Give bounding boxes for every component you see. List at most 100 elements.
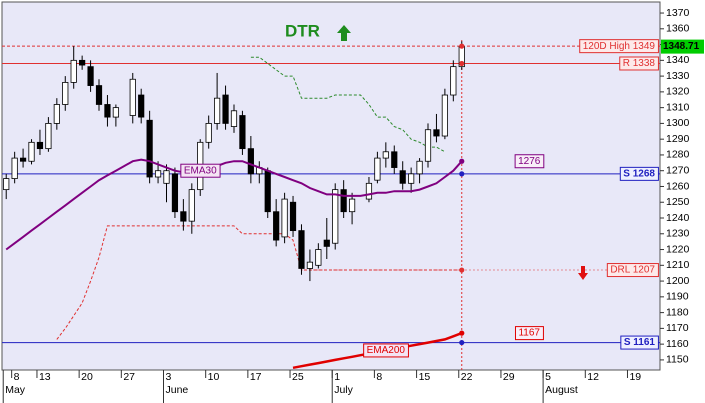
candle-body: [62, 82, 69, 105]
y-tick-label: 1310: [666, 101, 690, 113]
last-price-box: [661, 39, 704, 54]
x-tick-label: 5: [545, 371, 551, 383]
y-tick-label: 1180: [666, 306, 689, 318]
x-tick-label: 19: [629, 371, 641, 383]
candle-body: [399, 170, 406, 184]
candle-body: [348, 198, 356, 213]
y-tick-label: 1280: [666, 149, 690, 161]
y-tick-label: 1340: [666, 54, 690, 66]
y-tick-label: 1150: [666, 354, 689, 366]
candle-body: [45, 123, 52, 150]
chart-title: DTR: [285, 21, 320, 40]
y-tick-label: 1160: [666, 338, 689, 350]
y-tick-label: 1320: [666, 86, 690, 98]
candle-body: [230, 110, 238, 127]
candle-body: [87, 66, 94, 86]
candle-body: [424, 129, 432, 162]
candle-body: [11, 157, 18, 179]
month-label: July: [334, 384, 353, 396]
month-label: August: [545, 384, 578, 396]
series-label-text: EMA200: [367, 345, 406, 356]
candle-body: [146, 119, 153, 178]
candle-body: [247, 148, 254, 175]
candle-body: [129, 78, 136, 116]
level-label-text: S 1268: [623, 169, 655, 180]
today-dot: [459, 339, 465, 346]
series-end-tag-box: [514, 326, 544, 341]
candle-body: [289, 201, 297, 232]
candle-body: [315, 249, 322, 266]
x-tick-label: 8: [376, 371, 382, 383]
series-end-tag-box: [514, 154, 545, 169]
candle-body: [441, 94, 448, 137]
candle-body: [391, 151, 398, 168]
series-label-box: [180, 163, 221, 178]
level-label-box: [619, 166, 659, 181]
y-tick-label: 1250: [666, 196, 690, 208]
candle-body: [450, 66, 457, 96]
up-arrow: [337, 25, 351, 41]
candle-body: [298, 230, 305, 269]
candle-body: [53, 104, 60, 124]
down-arrow: [578, 266, 588, 280]
plot-layer: EMA30 1276 EMA200 1167 120D High 1349 R 1338 S…: [2, 39, 660, 370]
series-end-tag-text: 1167: [518, 328, 540, 339]
x-tick-label: 13: [39, 371, 51, 383]
candle-body: [36, 141, 44, 150]
candle-body: [416, 160, 423, 175]
today-dot: [459, 60, 465, 67]
candle-body: [273, 211, 280, 241]
x-tick-label: 27: [123, 371, 135, 383]
series-end-tag-text: 1276: [518, 156, 541, 167]
candle-body: [3, 178, 10, 191]
y-tick-label: 1270: [666, 164, 690, 176]
candle-body: [281, 198, 288, 238]
candle-body: [222, 94, 229, 124]
candle-body: [433, 129, 440, 137]
level-label-text: R 1338: [623, 58, 656, 69]
today-dot: [459, 267, 465, 273]
candle-body: [28, 141, 35, 162]
y-tick-label: 1190: [666, 291, 689, 303]
y-tick-label: 1330: [666, 70, 690, 82]
candle-body: [239, 115, 246, 150]
month-label: June: [166, 384, 189, 396]
candle-body: [323, 239, 330, 247]
plot-area: [1, 1, 661, 371]
candle-body: [205, 123, 212, 143]
y-tick-label: 1200: [666, 275, 690, 287]
candle-body: [374, 157, 381, 181]
candle-body: [112, 107, 119, 118]
today-dot: [459, 158, 465, 164]
x-tick-label: 1: [334, 371, 340, 383]
x-tick-label: 20: [81, 371, 93, 383]
series-label-text: EMA30: [184, 165, 217, 176]
candle-body: [154, 170, 162, 178]
level-label-box: [620, 335, 659, 350]
y-tick-label: 1370: [666, 7, 690, 19]
today-dot: [459, 330, 465, 336]
x-tick-label: 22: [461, 371, 473, 383]
y-tick-label: 1210: [666, 259, 690, 271]
candle-body: [95, 85, 103, 105]
level-label-box: [579, 39, 659, 54]
x-tick-label: 15: [419, 371, 431, 383]
candle-body: [306, 261, 314, 269]
y-tick-label: 1260: [666, 180, 690, 192]
candle-body: [264, 170, 271, 213]
candle-body: [70, 59, 77, 83]
candle-body: [180, 211, 187, 222]
y-tick-label: 1240: [666, 212, 690, 224]
level-label-text: 120D High 1349: [583, 41, 656, 52]
y-tick-label: 1360: [666, 23, 690, 35]
level-label-text: S 1161: [624, 337, 656, 348]
candle-body: [214, 97, 221, 124]
level-label-text: DRL 1207: [610, 265, 655, 276]
candle-body: [138, 94, 145, 118]
level-label-box: [606, 263, 659, 278]
indicator-line: [5, 158, 463, 251]
candle-body: [79, 59, 86, 66]
candle-body: [408, 173, 415, 184]
month-label: May: [5, 384, 26, 396]
